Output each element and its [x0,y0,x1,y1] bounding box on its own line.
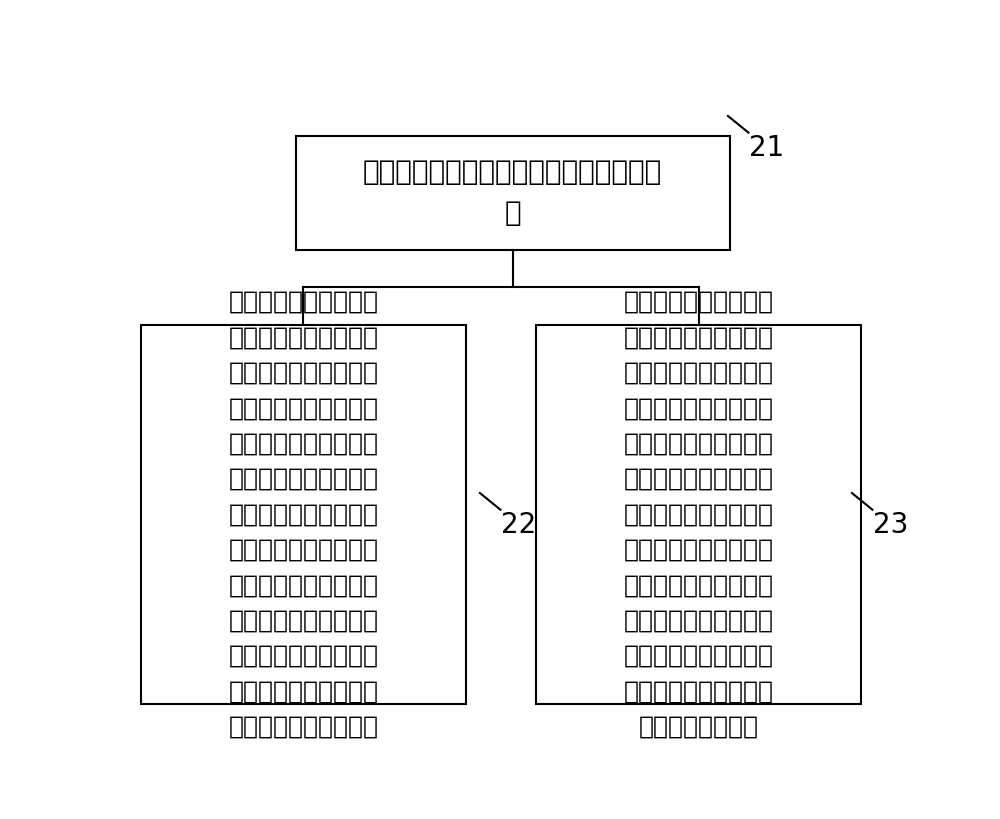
Text: 23: 23 [873,511,909,539]
Text: 根据所述多个节点的同
步优先级和位置信息，
确定第一节点的周围节
点的同步优先级均大于
或者等于所述第一节点
的同步优先级，当所述
周围节点在第二预设时
间段内: 根据所述多个节点的同 步优先级和位置信息， 确定第一节点的周围节 点的同步优先级… [624,290,774,739]
FancyBboxPatch shape [140,325,466,704]
Text: 22: 22 [501,511,537,539]
Text: 21: 21 [749,134,785,162]
FancyBboxPatch shape [296,136,730,250]
Text: 接收多个节点上报的位置信息和同步优先
级: 接收多个节点上报的位置信息和同步优先 级 [363,158,662,228]
FancyBboxPatch shape [536,325,861,704]
Text: 根据所述多个节点的同
步优先级和位置信息，
确定第一节点的周围节
点中存在同步优先级低
于所述第一节点的同步
优先级的第二节点，当
所述第二节点在第一预
设时间: 根据所述多个节点的同 步优先级和位置信息， 确定第一节点的周围节 点中存在同步优… [228,290,378,739]
